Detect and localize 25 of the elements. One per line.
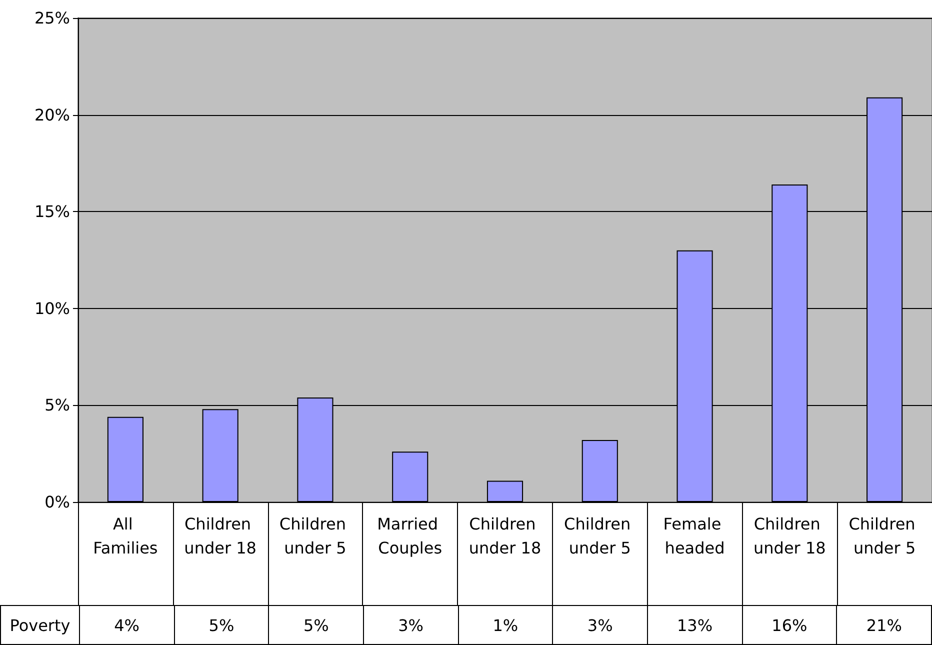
data-label: 4% (80, 606, 174, 644)
data-label: 5% (174, 606, 269, 644)
y-tick-label: 15% (34, 202, 70, 222)
x-tick-label: Children under 18 (754, 514, 826, 558)
x-tick-label: All Families (93, 514, 158, 558)
x-tick-label: Children under 5 (564, 514, 636, 558)
y-tick-label: 0% (44, 492, 70, 512)
data-label: 16% (742, 606, 837, 644)
data-label: 21% (836, 606, 932, 644)
x-tick-label: Children under 5 (848, 514, 920, 558)
x-tick-label: Children under 5 (279, 514, 352, 558)
x-tick-label: Children under 18 (468, 514, 542, 558)
y-tick-label: 10% (34, 298, 70, 318)
x-tick-label: Children under 18 (184, 514, 256, 558)
y-tick-label: 25% (34, 8, 70, 28)
y-tick-label: 5% (44, 396, 70, 415)
x-tick-label: Female headed (663, 514, 726, 558)
text: Poverty (0, 606, 80, 644)
x-tick-label: Married Couples (377, 514, 444, 558)
data-label: 13% (647, 606, 742, 644)
y-tick-label: 20% (34, 105, 70, 124)
data-label: 5% (268, 606, 364, 644)
data-label: 3% (363, 606, 458, 644)
data-label: 1% (458, 606, 553, 644)
data-label: 3% (552, 606, 648, 644)
